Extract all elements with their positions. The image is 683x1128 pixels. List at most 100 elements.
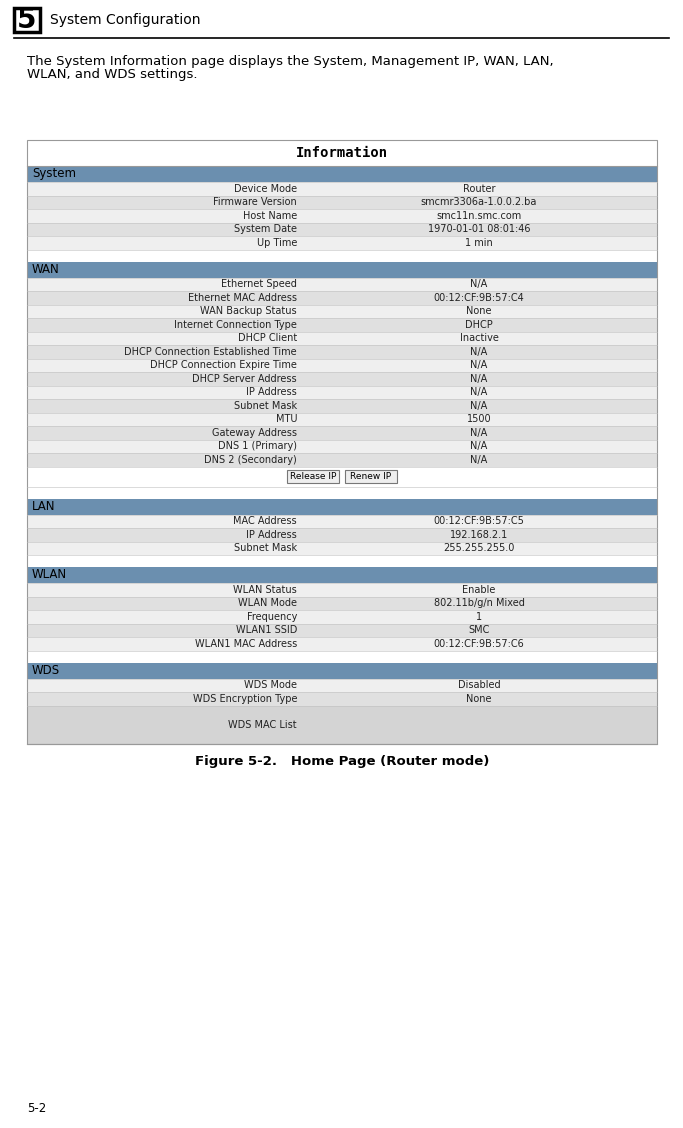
Text: Host Name: Host Name [242,211,297,221]
Text: DNS 1 (Primary): DNS 1 (Primary) [218,441,297,451]
Bar [27,359,657,372]
Text: N/A: N/A [471,387,488,397]
Bar [27,637,657,651]
FancyBboxPatch shape [345,470,397,483]
Text: N/A: N/A [471,373,488,384]
Text: 00:12:CF:9B:57:C4: 00:12:CF:9B:57:C4 [434,293,525,302]
Bar [27,662,657,679]
Text: DNS 2 (Secondary): DNS 2 (Secondary) [204,455,297,465]
Text: None: None [466,694,492,704]
Bar [27,345,657,359]
Bar [27,610,657,624]
Text: LAN: LAN [32,500,55,513]
Text: MAC Address: MAC Address [234,517,297,527]
Text: Enable: Enable [462,584,496,594]
Bar [27,399,657,413]
FancyBboxPatch shape [287,470,339,483]
Text: DHCP Server Address: DHCP Server Address [193,373,297,384]
Bar [27,291,657,305]
Bar [27,467,657,486]
Text: System Configuration: System Configuration [50,14,201,27]
Text: DHCP Client: DHCP Client [238,333,297,343]
Text: Figure 5-2.   Home Page (Router mode): Figure 5-2. Home Page (Router mode) [195,755,489,768]
Text: Gateway Address: Gateway Address [212,428,297,438]
Text: WDS Mode: WDS Mode [244,680,297,690]
Bar [27,249,657,262]
Text: IP Address: IP Address [247,530,297,540]
Bar [27,583,657,597]
Text: Subnet Mask: Subnet Mask [234,544,297,553]
Text: DHCP Connection Expire Time: DHCP Connection Expire Time [150,360,297,370]
Text: Release IP: Release IP [290,472,336,481]
Bar [27,486,657,499]
Text: DHCP Connection Established Time: DHCP Connection Established Time [124,346,297,356]
Bar [27,691,657,705]
Bar [27,440,657,453]
Bar [27,277,657,291]
Text: smcmr3306a-1.0.0.2.ba: smcmr3306a-1.0.0.2.ba [421,197,538,208]
Bar [27,262,657,277]
Bar [27,140,657,743]
Text: 00:12:CF:9B:57:C6: 00:12:CF:9B:57:C6 [434,638,525,649]
Bar [27,555,657,567]
Text: System: System [32,167,76,180]
Text: Disabled: Disabled [458,680,501,690]
Text: N/A: N/A [471,455,488,465]
Bar [27,679,657,691]
Text: WLAN1 SSID: WLAN1 SSID [236,625,297,635]
Text: Device Mode: Device Mode [234,184,297,194]
Bar [27,705,657,743]
Text: N/A: N/A [471,360,488,370]
Bar [27,332,657,345]
Text: Up Time: Up Time [257,238,297,248]
Text: IP Address: IP Address [247,387,297,397]
Text: N/A: N/A [471,428,488,438]
Text: Subnet Mask: Subnet Mask [234,400,297,411]
Bar [27,541,657,555]
Text: Internet Connection Type: Internet Connection Type [174,319,297,329]
Text: WAN: WAN [32,263,59,276]
Bar [27,499,657,514]
Bar [14,8,40,32]
Bar [27,372,657,386]
Text: smc11n.smc.com: smc11n.smc.com [436,211,522,221]
Text: WDS Encryption Type: WDS Encryption Type [193,694,297,704]
Text: Ethernet MAC Address: Ethernet MAC Address [188,293,297,302]
Text: N/A: N/A [471,280,488,289]
Bar [27,140,657,166]
Text: 1 min: 1 min [465,238,493,248]
Text: Firmware Version: Firmware Version [213,197,297,208]
Text: WLAN1 MAC Address: WLAN1 MAC Address [195,638,297,649]
Text: The System Information page displays the System, Management IP, WAN, LAN,: The System Information page displays the… [27,55,554,68]
Bar [27,166,657,182]
Bar [27,651,657,662]
Text: System Date: System Date [234,224,297,235]
Text: N/A: N/A [471,400,488,411]
Text: DHCP: DHCP [465,319,493,329]
Bar [27,624,657,637]
Text: Ethernet Speed: Ethernet Speed [221,280,297,289]
Text: SMC: SMC [469,625,490,635]
Text: WAN Backup Status: WAN Backup Status [200,306,297,316]
Text: N/A: N/A [471,346,488,356]
Text: WDS: WDS [32,664,60,677]
Bar [27,426,657,440]
Bar [27,386,657,399]
Bar [27,567,657,583]
Bar [27,305,657,318]
Bar [27,222,657,236]
Text: 255.255.255.0: 255.255.255.0 [443,544,515,553]
Text: WDS MAC List: WDS MAC List [228,720,297,730]
Bar [27,318,657,332]
Bar [27,514,657,528]
Bar [27,236,657,249]
Text: Router: Router [463,184,495,194]
Text: 5: 5 [17,6,37,34]
Bar [27,413,657,426]
Text: MTU: MTU [275,414,297,424]
Text: 5-2: 5-2 [27,1102,46,1114]
Bar [27,528,657,541]
Text: WLAN: WLAN [32,569,67,582]
Text: WLAN, and WDS settings.: WLAN, and WDS settings. [27,68,197,81]
Text: N/A: N/A [471,441,488,451]
